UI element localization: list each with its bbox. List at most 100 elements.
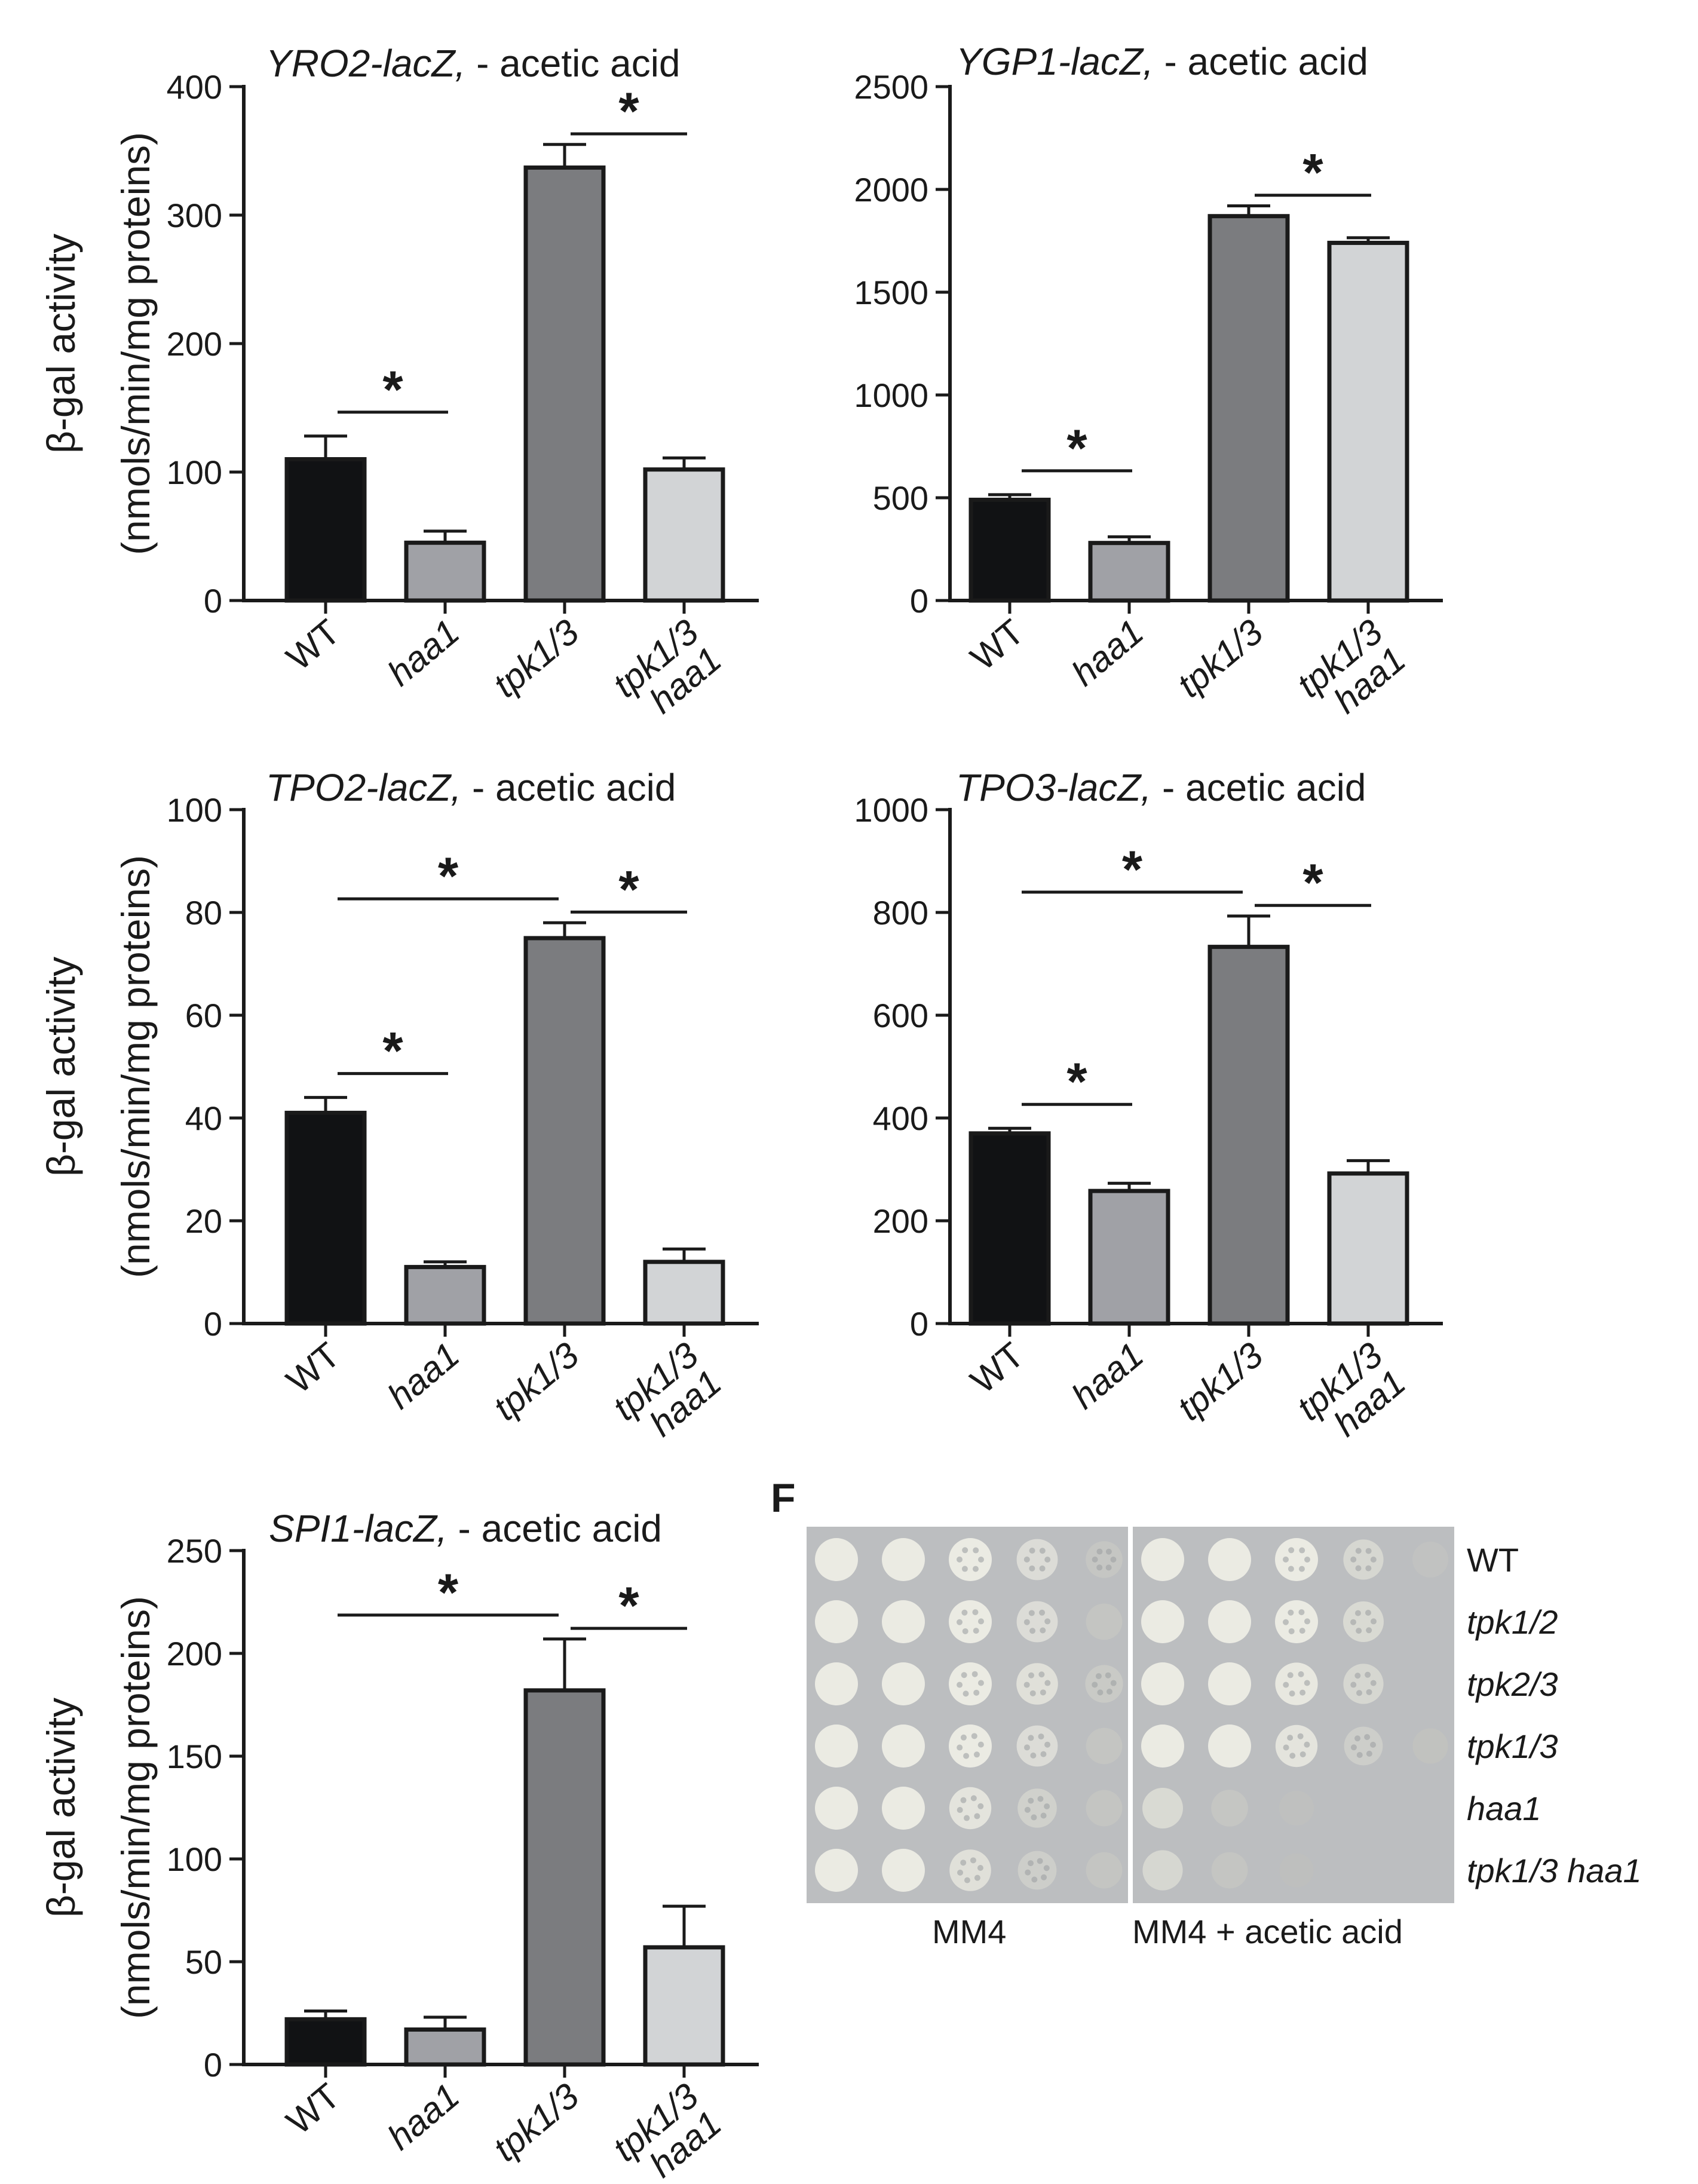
colony-speckle bbox=[963, 1753, 970, 1759]
colony-speckle bbox=[957, 1869, 964, 1876]
colony-speckle bbox=[1040, 1689, 1046, 1696]
colony-speckle bbox=[1365, 1671, 1371, 1678]
colony-speckle bbox=[957, 1744, 963, 1751]
colony-speckle bbox=[1366, 1627, 1372, 1634]
colony-speckle bbox=[1031, 1876, 1038, 1883]
colony-speckle bbox=[1283, 1619, 1289, 1625]
significance-star: * bbox=[618, 81, 639, 140]
bar-haa1 bbox=[1088, 541, 1170, 603]
y-tick-label: 1000 bbox=[854, 791, 928, 829]
colony-speckle bbox=[1288, 1566, 1294, 1572]
colony-speckle bbox=[1304, 1618, 1310, 1625]
colony-speckle bbox=[1289, 1753, 1296, 1759]
y-tick-label: 500 bbox=[873, 479, 928, 517]
chart-title-rest: - acetic acid bbox=[1154, 40, 1368, 83]
colony-speckle bbox=[1370, 1618, 1377, 1625]
colony-speckle bbox=[1024, 1806, 1031, 1813]
chart-panel-d: TPO3-lacZ, - acetic acid 0 200 400 600 800 100… bbox=[854, 766, 1443, 1444]
significance-star: * bbox=[1302, 143, 1323, 202]
colony-speckle bbox=[1354, 1673, 1361, 1679]
chart-panel-c: TPO2-lacZ, - acetic acid β-gal activity (n… bbox=[39, 766, 759, 1444]
colony-spot bbox=[815, 1787, 858, 1830]
colony-spot bbox=[1086, 1852, 1123, 1889]
colony-speckle bbox=[1092, 1681, 1098, 1688]
bar-tpk1-3 bbox=[523, 165, 606, 603]
colony-speckle bbox=[1356, 1751, 1363, 1758]
colony-speckle bbox=[1043, 1865, 1050, 1871]
chart-title: YGP1-lacZ, - acetic acid bbox=[956, 40, 1368, 83]
colony-spot bbox=[1279, 1853, 1314, 1888]
colony-speckle bbox=[964, 1815, 970, 1821]
colony-spot bbox=[1208, 1662, 1251, 1705]
chart-title: SPI1-lacZ, - acetic acid bbox=[269, 1507, 662, 1550]
colony-spot bbox=[882, 1662, 925, 1705]
colony-speckle bbox=[1023, 1744, 1030, 1751]
y-axis-label-line2: (nmols/min/mg proteins) bbox=[114, 855, 158, 1278]
chart-title-gene: YGP1-lacZ, bbox=[956, 40, 1154, 83]
y-tick-label: 0 bbox=[204, 582, 222, 620]
x-tick-label: tpk1/3haa1 bbox=[605, 612, 729, 733]
colony-speckle bbox=[1298, 1671, 1304, 1677]
colony-speckle bbox=[1297, 1733, 1304, 1739]
chart-title-rest: - acetic acid bbox=[465, 42, 680, 85]
colony-speckle bbox=[962, 1628, 968, 1634]
colony-spot bbox=[1343, 1601, 1384, 1642]
colony-speckle bbox=[1304, 1680, 1310, 1686]
colony-speckle bbox=[1370, 1557, 1377, 1563]
colony-speckle bbox=[973, 1751, 980, 1758]
colony-speckle bbox=[960, 1734, 967, 1741]
bar-tpk1-3-haa1 bbox=[1327, 1171, 1409, 1326]
colony-speckle bbox=[977, 1680, 984, 1686]
colony-speckle bbox=[1023, 1556, 1030, 1563]
colony-speckle bbox=[977, 1618, 984, 1625]
colony-spot bbox=[1016, 1539, 1058, 1580]
colony-spot bbox=[1211, 1790, 1248, 1827]
colony-speckle bbox=[1044, 1680, 1051, 1686]
bar-haa1 bbox=[404, 2027, 486, 2067]
colony-speckle bbox=[1365, 1548, 1372, 1554]
y-axis-label-line1: β-gal activity bbox=[39, 234, 83, 454]
y-tick-label: 300 bbox=[167, 197, 222, 234]
strain-label: tpk1/3 haa1 bbox=[1467, 1852, 1642, 1889]
colony-speckle bbox=[1030, 1752, 1037, 1759]
colony-speckle bbox=[1031, 1814, 1037, 1821]
y-tick-label: 2000 bbox=[854, 171, 928, 209]
y-tick-label: 0 bbox=[204, 2046, 222, 2084]
x-tick-label: tpk1/3 bbox=[486, 1335, 586, 1428]
colony-speckle bbox=[977, 1803, 984, 1809]
colony-speckle bbox=[1041, 1874, 1047, 1880]
y-axis-label-line2: (nmols/min/mg proteins) bbox=[114, 132, 158, 555]
colony-speckle bbox=[1105, 1564, 1112, 1571]
chart-title: TPO2-lacZ, - acetic acid bbox=[266, 766, 676, 809]
bar-tpk1-3 bbox=[523, 936, 606, 1326]
colony-speckle bbox=[1356, 1690, 1363, 1696]
colony-spot bbox=[882, 1600, 925, 1643]
bar-tpk1-3 bbox=[1207, 214, 1290, 603]
colony-spot bbox=[949, 1849, 991, 1891]
colony-speckle bbox=[957, 1619, 963, 1625]
colony-speckle bbox=[970, 1857, 976, 1864]
colony-spot bbox=[815, 1662, 858, 1705]
bar-tpk1-3 bbox=[523, 1688, 606, 2067]
y-tick-label: 100 bbox=[167, 791, 222, 829]
y-tick-label: 40 bbox=[185, 1099, 222, 1137]
colony-speckle bbox=[1038, 1733, 1044, 1740]
colony-spot bbox=[949, 1538, 992, 1581]
colony-speckle bbox=[1289, 1690, 1295, 1697]
colony-spot bbox=[949, 1662, 992, 1705]
y-tick-label: 60 bbox=[185, 997, 222, 1034]
colony-spot bbox=[882, 1538, 925, 1581]
y-tick-label: 100 bbox=[167, 1840, 222, 1878]
colony-spot bbox=[1142, 1788, 1183, 1828]
y-tick-label: 0 bbox=[910, 1305, 928, 1343]
colony-spot bbox=[1344, 1726, 1383, 1766]
significance-star: * bbox=[618, 859, 639, 918]
y-axis-label-line1: β-gal activity bbox=[39, 957, 83, 1177]
colony-spot bbox=[815, 1600, 858, 1643]
colony-speckle bbox=[1040, 1812, 1047, 1819]
bar-WT bbox=[284, 457, 367, 603]
colony-speckle bbox=[1028, 1735, 1034, 1741]
colony-speckle bbox=[971, 1671, 978, 1677]
colony-speckle bbox=[974, 1813, 980, 1820]
colony-speckle bbox=[1105, 1548, 1112, 1555]
